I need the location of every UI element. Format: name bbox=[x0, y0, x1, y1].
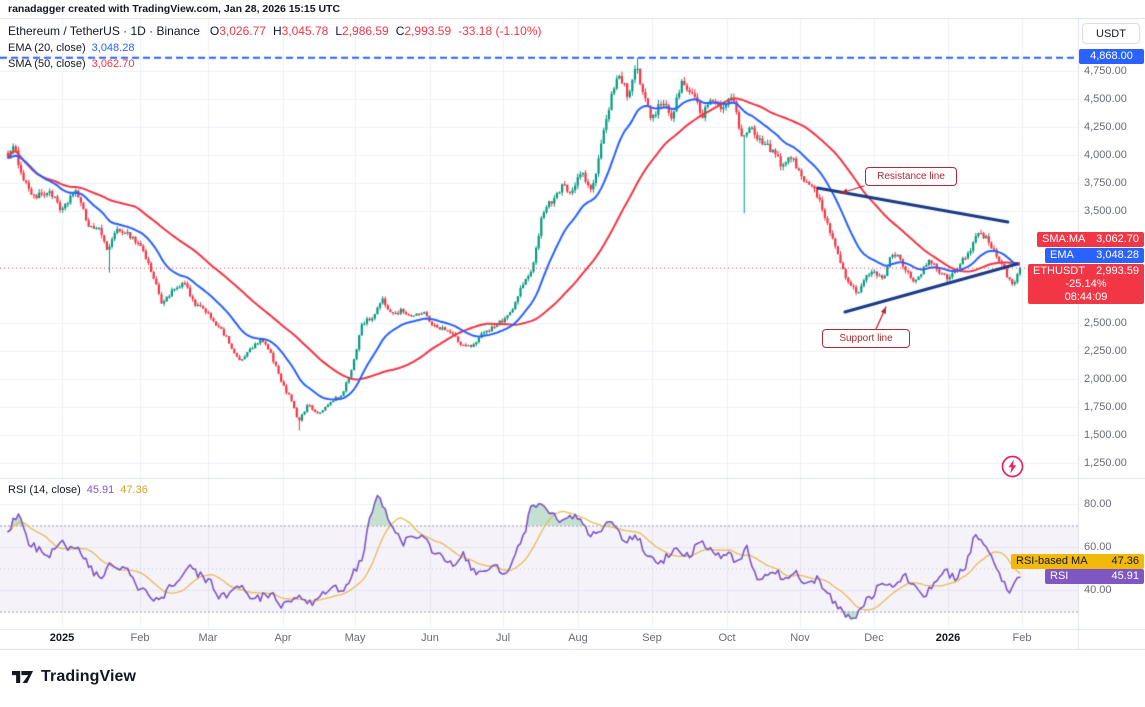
time-axis-label: Jun bbox=[421, 632, 439, 644]
ema-legend-value: 3,048.28 bbox=[91, 42, 135, 54]
sma-tag-label: SMA:MA bbox=[1042, 233, 1086, 245]
rsi-tag[interactable]: RSI 45.91 bbox=[1045, 569, 1144, 584]
open-value: 3,026.77 bbox=[219, 24, 266, 38]
flash-icon[interactable] bbox=[1001, 455, 1024, 478]
time-axis-label: Jul bbox=[495, 632, 511, 644]
high-value: 3,045.78 bbox=[281, 24, 329, 38]
last-price-value: 2,993.59 bbox=[1096, 265, 1139, 277]
chart-area: Ethereum / TetherUS · 1D · Binance O3,026… bbox=[0, 18, 1145, 650]
low-value: 2,986.59 bbox=[342, 24, 389, 38]
ema-legend-label: EMA (20, close) bbox=[8, 42, 86, 54]
change-value: -33.18 (-1.10%) bbox=[458, 24, 542, 38]
axis-tick-label: 40.00 bbox=[1084, 584, 1112, 596]
time-axis-label: 2025 bbox=[49, 632, 75, 644]
lightning-bolt-icon bbox=[1001, 455, 1024, 478]
rsi-ma-tag-value: 47.36 bbox=[1111, 555, 1139, 567]
axis-tick-label: 4,250.00 bbox=[1084, 121, 1127, 133]
symbol-title[interactable]: Ethereum / TetherUS · 1D · Binance bbox=[8, 24, 200, 38]
time-axis-label: 2026 bbox=[935, 632, 961, 644]
main-legend: Ethereum / TetherUS · 1D · Binance O3,026… bbox=[8, 23, 542, 71]
sma-tag-value: 3,062.70 bbox=[1096, 233, 1139, 245]
last-price-tag[interactable]: ETHUSDT 2,993.59 -25.14% 08:44:09 bbox=[1028, 264, 1144, 304]
axis-tick-label: 2,250.00 bbox=[1084, 345, 1127, 357]
ema-tag-value: 3,048.28 bbox=[1096, 249, 1139, 261]
time-axis[interactable]: 2025 Feb Mar Apr May Jun Jul Aug Sep Oct Nov Dec 202… bbox=[0, 632, 1078, 648]
time-axis-label: Nov bbox=[790, 632, 810, 644]
bar-countdown: 08:44:09 bbox=[1064, 291, 1108, 303]
axis-tick-label: 80.00 bbox=[1084, 498, 1112, 510]
close-label: C bbox=[395, 24, 405, 38]
chart-canvas[interactable] bbox=[0, 18, 1145, 650]
high-label: H bbox=[272, 24, 282, 38]
ema-tag-label: EMA bbox=[1050, 249, 1074, 261]
rsi-ma-tag-label: RSI-based MA bbox=[1016, 555, 1088, 567]
tradingview-logo[interactable]: TradingView bbox=[12, 668, 136, 686]
footer: TradingView bbox=[0, 650, 1145, 707]
axis-tick-label: 60.00 bbox=[1084, 541, 1112, 553]
resistance-callout[interactable]: Resistance line bbox=[865, 167, 957, 186]
rsi-ma-tag[interactable]: RSI-based MA 47.36 bbox=[1011, 554, 1144, 569]
axis-tick-label: 4,500.00 bbox=[1084, 93, 1127, 105]
rsi-ma-legend-value: 47.36 bbox=[120, 484, 148, 496]
axis-tick-label: 3,500.00 bbox=[1084, 205, 1127, 217]
price-axis[interactable]: 4,750.00 4,500.00 4,250.00 4,000.00 3,750.00… bbox=[1084, 18, 1144, 650]
time-axis-label: Feb bbox=[130, 632, 150, 644]
symbol-change-pct: -25.14% bbox=[1065, 278, 1107, 290]
axis-tick-label: 4,750.00 bbox=[1084, 65, 1127, 77]
time-axis-label: Feb bbox=[1012, 632, 1032, 644]
rsi-tag-value: 45.91 bbox=[1111, 570, 1139, 582]
low-label: L bbox=[335, 24, 343, 38]
sma-legend-label: SMA (50, close) bbox=[8, 58, 86, 70]
rsi-axis[interactable]: 80.00 60.00 40.00 bbox=[1084, 18, 1144, 650]
time-axis-label: Aug bbox=[568, 632, 588, 644]
time-axis-label: Apr bbox=[274, 632, 292, 644]
rsi-tag-label: RSI bbox=[1050, 570, 1069, 582]
axis-tick-label: 2,000.00 bbox=[1084, 373, 1127, 385]
high-price-tag: 4,868.00 bbox=[1079, 49, 1144, 64]
axis-tick-label: 1,500.00 bbox=[1084, 429, 1127, 441]
open-label: O bbox=[209, 24, 220, 38]
sma-price-tag[interactable]: SMA:MA 3,062.70 bbox=[1037, 232, 1144, 247]
symbol-legend-row: Ethereum / TetherUS · 1D · Binance O3,026… bbox=[8, 23, 542, 39]
support-callout[interactable]: Support line bbox=[822, 329, 910, 348]
rsi-legend-row[interactable]: RSI (14, close) 45.91 47.36 bbox=[8, 483, 148, 497]
time-axis-label: May bbox=[344, 632, 366, 644]
time-axis-label: Dec bbox=[864, 632, 884, 644]
axis-tick-label: 1,250.00 bbox=[1084, 457, 1127, 469]
axis-tick-label: 1,750.00 bbox=[1084, 401, 1127, 413]
time-axis-label: Sep bbox=[642, 632, 662, 644]
tradingview-logo-mark bbox=[12, 671, 33, 683]
ema-legend-row[interactable]: EMA (20, close) 3,048.28 bbox=[8, 41, 542, 55]
ema-price-tag[interactable]: EMA 3,048.28 bbox=[1045, 248, 1144, 263]
axis-tick-label: 4,000.00 bbox=[1084, 149, 1127, 161]
time-axis-label: Oct bbox=[718, 632, 736, 644]
time-axis-label: Mar bbox=[198, 632, 218, 644]
currency-axis-label[interactable]: USDT bbox=[1082, 23, 1140, 44]
close-value: 2,993.59 bbox=[404, 24, 452, 38]
axis-tick-label: 2,500.00 bbox=[1084, 317, 1127, 329]
symbol-tag-label: ETHUSDT bbox=[1033, 265, 1085, 277]
axis-tick-label: 3,750.00 bbox=[1084, 177, 1127, 189]
tradingview-brand-text: TradingView bbox=[41, 668, 137, 685]
sma-legend-row[interactable]: SMA (50, close) 3,062.70 bbox=[8, 57, 542, 71]
last-price-row: ETHUSDT 2,993.59 bbox=[1033, 265, 1139, 278]
rsi-legend-value: 45.91 bbox=[86, 484, 115, 496]
rsi-legend-label: RSI (14, close) bbox=[8, 484, 81, 496]
attribution-text: ranadagger created with TradingView.com,… bbox=[8, 3, 341, 15]
sma-legend-value: 3,062.70 bbox=[91, 58, 135, 70]
